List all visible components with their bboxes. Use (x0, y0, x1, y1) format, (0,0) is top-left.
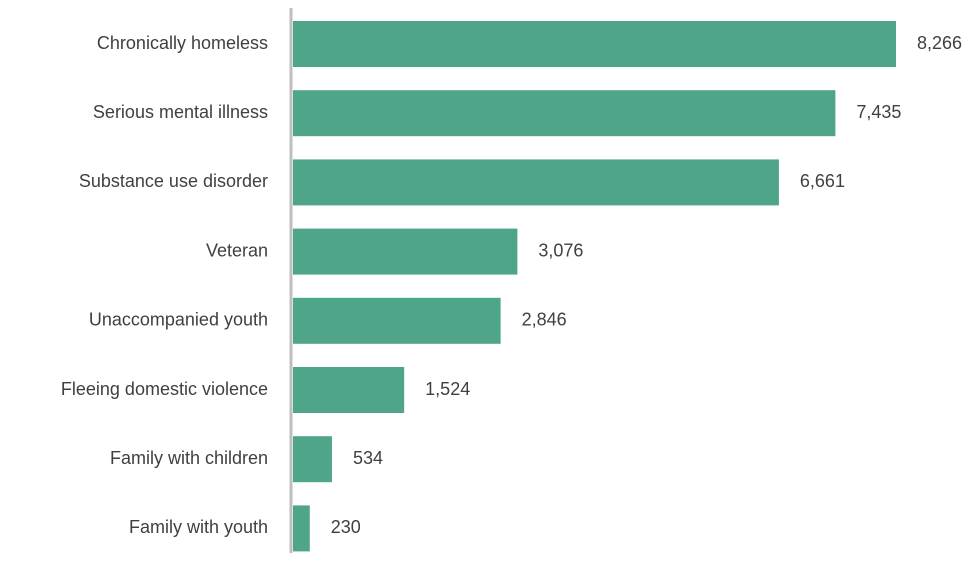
bar (293, 367, 405, 413)
bars-layer (293, 21, 896, 552)
bar (293, 505, 310, 552)
category-label: Veteran (206, 240, 268, 260)
bar (293, 21, 896, 67)
data-label: 7,435 (856, 102, 901, 122)
data-label: 230 (331, 517, 361, 537)
bar (293, 436, 332, 483)
bar (293, 297, 501, 344)
data-label: 8,266 (917, 33, 962, 53)
data-label: 3,076 (538, 240, 583, 260)
category-label: Fleeing domestic violence (61, 379, 268, 399)
category-label: Substance use disorder (79, 171, 268, 191)
data-label: 1,524 (425, 379, 470, 399)
category-label: Family with children (110, 448, 268, 468)
data-label: 534 (353, 448, 383, 468)
bar (293, 159, 779, 206)
bar (293, 90, 836, 137)
data-label: 2,846 (522, 310, 567, 330)
data-label: 6,661 (800, 171, 845, 191)
category-label: Chronically homeless (97, 33, 268, 53)
category-label: Unaccompanied youth (89, 310, 268, 330)
data-labels-layer: 8,266 7,435 6,661 3,076 2,846 1,524 534 230 (331, 33, 962, 537)
category-label: Serious mental illness (93, 102, 268, 122)
category-label: Family with youth (129, 517, 268, 537)
category-labels-layer: Chronically homeless Serious mental illne… (61, 33, 268, 537)
bar (293, 228, 518, 275)
